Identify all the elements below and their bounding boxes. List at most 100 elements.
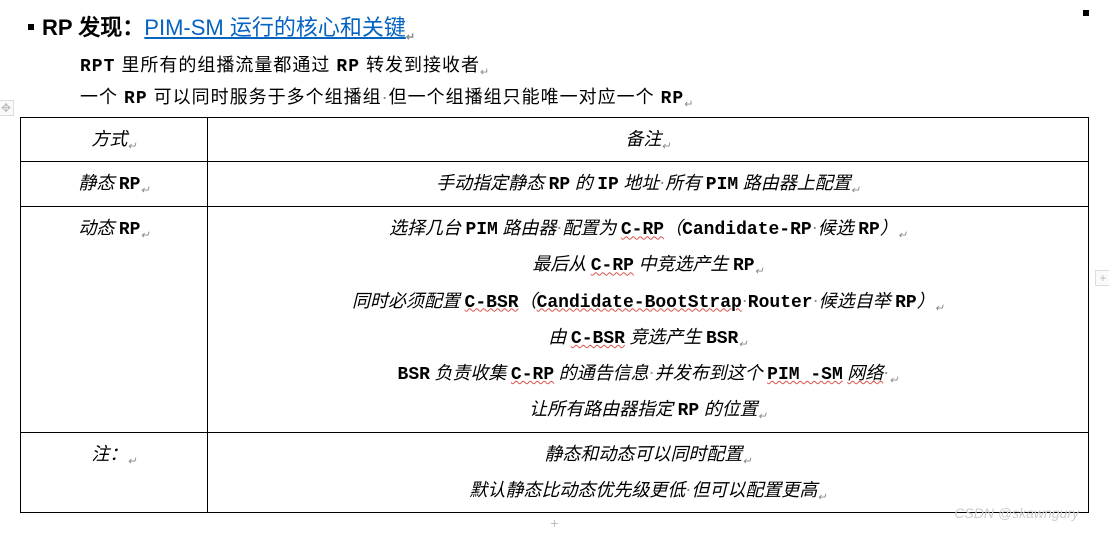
para-mark: ↵: [684, 99, 694, 111]
text-rp: RP: [678, 401, 700, 421]
line: 由 C-BSR 竞选产生 BSR↵: [216, 320, 1080, 356]
para-mark: ↵: [127, 140, 136, 152]
text: 的通告信息: [554, 363, 649, 383]
cell-static-desc: 手动指定静态 RP 的 IP 地址·所有 PIM 路由器上配置↵: [208, 162, 1089, 207]
text: 里所有的组播流量都通过: [115, 55, 336, 75]
para-mark: ↵: [889, 375, 898, 387]
table-row: 静态 RP↵ 手动指定静态 RP 的 IP 地址·所有 PIM 路由器上配置↵: [21, 162, 1089, 207]
text-crp: C-RP: [621, 220, 664, 240]
watermark: CSDN @skawngury: [954, 505, 1079, 521]
text: 候选: [818, 218, 859, 238]
cell-note: 注：↵: [21, 433, 208, 513]
cell-dynamic-desc: 选择几台 PIM 路由器·配置为 C-RP（Candidate-RP·候选 RP…: [208, 207, 1089, 433]
add-handle-icon: +: [1095, 270, 1109, 286]
table-row: 注：↵ 静态和动态可以同时配置↵ 默认静态比动态优先级更低·但可以配置更高↵: [21, 433, 1089, 513]
text-cbsr: C-BSR: [465, 293, 519, 313]
text: （: [519, 291, 537, 311]
text: 静态和动态可以同时配置: [544, 444, 742, 464]
cell-note-desc: 静态和动态可以同时配置↵ 默认静态比动态优先级更低·但可以配置更高↵: [208, 433, 1089, 513]
text-rp: RP: [733, 256, 755, 276]
move-handle-icon: ✥: [0, 100, 14, 116]
text-router: Router: [748, 293, 813, 313]
table-header-row: 方式↵ 备注↵: [21, 117, 1089, 161]
separator-dot: ·: [382, 87, 389, 107]
text-bsr: BSR: [398, 365, 430, 385]
para-mark: ↵: [140, 185, 149, 197]
text: 但可以配置更高: [691, 480, 817, 500]
cell-dynamic-rp: 动态 RP↵: [21, 207, 208, 433]
text: 一个: [80, 87, 124, 107]
text-rp: RP: [124, 89, 148, 109]
text-pim: PIM: [465, 220, 497, 240]
line: 选择几台 PIM 路由器·配置为 C-RP（Candidate-RP·候选 RP…: [216, 211, 1080, 247]
text: 备注: [625, 129, 661, 149]
text-rp: RP: [336, 57, 360, 77]
table-row: 动态 RP↵ 选择几台 PIM 路由器·配置为 C-RP（Candidate-R…: [21, 207, 1089, 433]
header-method: 方式↵: [21, 117, 208, 161]
line: 静态和动态可以同时配置↵: [216, 437, 1080, 472]
intro-line-2: 一个 RP 可以同时服务于多个组播组·但一个组播组只能唯一对应一个 RP↵: [80, 83, 1089, 111]
decorative-dot: [1083, 10, 1089, 16]
text: 让所有路由器指定: [529, 399, 678, 419]
text-bsr: BSR: [706, 329, 738, 349]
text: 路由器上配置: [738, 173, 851, 193]
text: 默认静态比动态优先级更低: [469, 480, 685, 500]
text: （: [664, 218, 682, 238]
text: 的位置: [699, 399, 758, 419]
para-mark: ↵: [140, 230, 149, 242]
text-pim: PIM: [706, 175, 738, 195]
text: ）: [917, 291, 935, 311]
text: 但一个组播组只能唯一对应一个: [389, 87, 661, 107]
para-mark: ↵: [480, 67, 490, 79]
para-mark: ↵: [898, 230, 907, 242]
line: 默认静态比动态优先级更低·但可以配置更高↵: [216, 473, 1080, 508]
text-pimsm: PIM -SM: [767, 365, 843, 385]
para-mark: ↵: [758, 411, 767, 423]
text: 选择几台: [389, 218, 466, 238]
text-rp: RP: [895, 293, 917, 313]
text-crp: C-RP: [591, 256, 634, 276]
text-ip: IP: [597, 175, 619, 195]
heading-prefix: RP 发现：: [42, 15, 144, 40]
heading: RP 发现：PIM-SM 运行的核心和关键↵: [20, 10, 1089, 43]
text-network: 网络: [847, 363, 883, 383]
text: 动态: [78, 218, 119, 238]
text: 转发到接收者: [360, 55, 480, 75]
para-mark: ↵: [817, 491, 826, 503]
text-rp: RP: [549, 175, 571, 195]
para-mark: ↵: [935, 302, 944, 314]
bullet-icon: [28, 24, 34, 30]
text-candidate: Candidate-RP: [682, 220, 812, 240]
line: BSR 负责收集 C-RP 的通告信息·并发布到这个 PIM -SM 网络·↵: [216, 356, 1080, 392]
text: 并发布到这个: [655, 363, 768, 383]
header-remark: 备注↵: [208, 117, 1089, 161]
text: 负责收集: [430, 363, 511, 383]
text: 方式: [91, 129, 127, 149]
text: 地址: [619, 173, 660, 193]
text-cbsr: C-BSR: [571, 329, 625, 349]
line: 最后从 C-RP 中竞选产生 RP↵: [216, 247, 1080, 283]
text-rp: RP: [858, 220, 880, 240]
text: 配置为: [562, 218, 621, 238]
para-mark: ↵: [127, 456, 136, 468]
para-mark: ↵: [742, 456, 751, 468]
text: 手动指定静态: [436, 173, 549, 193]
para-mark: ↵: [661, 140, 670, 152]
intro-line-1: RPT 里所有的组播流量都通过 RP 转发到接收者↵: [80, 51, 1089, 79]
line: 让所有路由器指定 RP 的位置↵: [216, 392, 1080, 428]
add-row-icon: +: [20, 515, 1089, 531]
text: 的: [570, 173, 597, 193]
text: 中竞选产生: [634, 254, 733, 274]
heading-link[interactable]: PIM-SM 运行的核心和关键: [144, 15, 406, 40]
text-rp: RP: [661, 89, 685, 109]
text: 候选自举: [819, 291, 896, 311]
cell-static-rp: 静态 RP↵: [21, 162, 208, 207]
rp-table: 方式↵ 备注↵ 静态 RP↵ 手动指定静态 RP 的 IP 地址·所有 PIM …: [20, 117, 1089, 514]
text: 路由器: [498, 218, 557, 238]
line: 同时必须配置 C-BSR（Candidate-BootStrap·Router·…: [216, 284, 1080, 320]
text: 所有: [665, 173, 706, 193]
text-crp: C-RP: [511, 365, 554, 385]
text-rp: RP: [119, 175, 141, 195]
text-candidate: Candidate-BootStrap: [537, 293, 742, 313]
text: 静态: [78, 173, 119, 193]
